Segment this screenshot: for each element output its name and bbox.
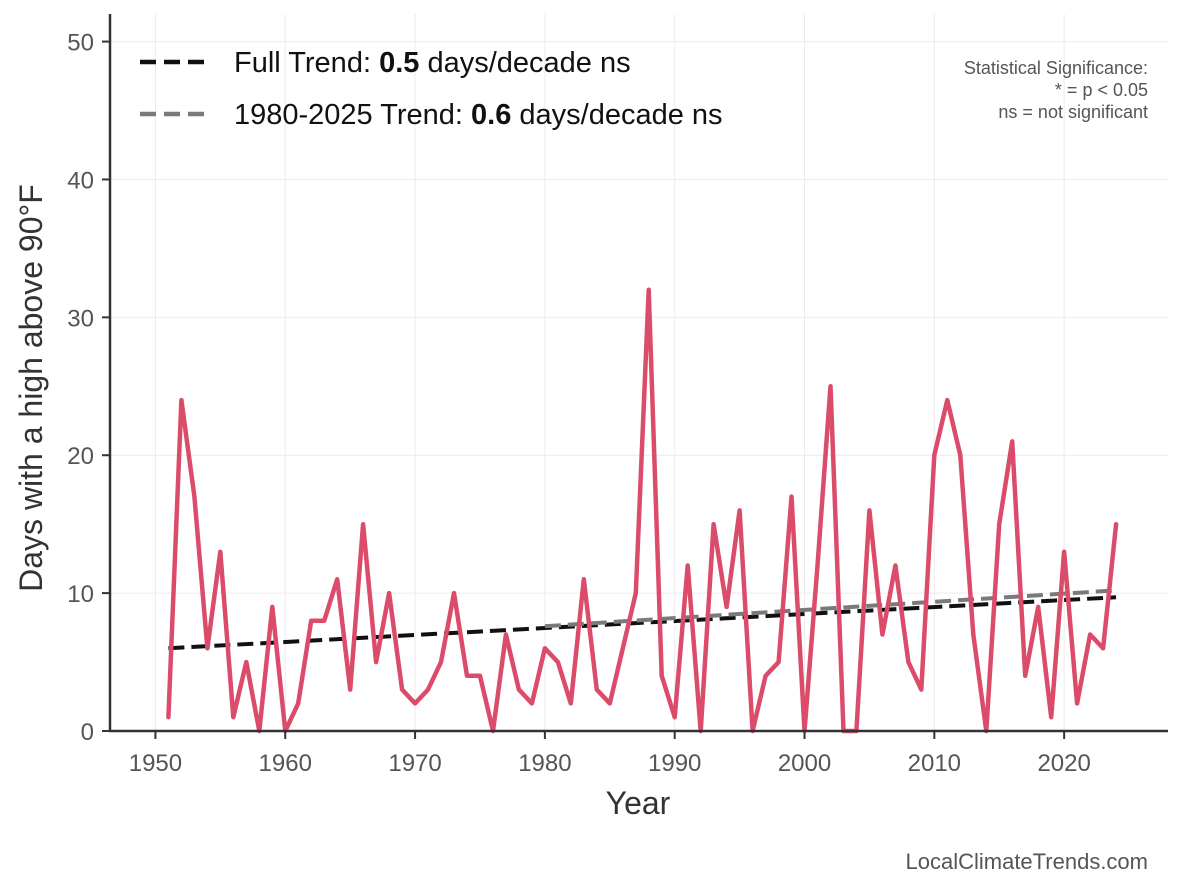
significance-line-2: * = p < 0.05 [1055, 80, 1148, 100]
legend-label-2: 1980-2025 Trend: 0.6 days/decade ns [234, 99, 723, 131]
trend-lines [168, 588, 1117, 651]
x-tick-label: 1950 [129, 750, 182, 777]
y-tick-label: 0 [81, 719, 94, 746]
source-credit: LocalClimateTrends.com [906, 849, 1149, 874]
series-line-1 [166, 287, 1119, 734]
y-tick-label: 50 [67, 30, 94, 57]
significance-note: Statistical Significance:* = p < 0.05ns … [964, 58, 1148, 122]
x-axis-label: Year [606, 785, 671, 821]
x-tick-label: 1990 [648, 750, 701, 777]
significance-line-1: Statistical Significance: [964, 58, 1148, 78]
trend-line-1 [168, 595, 1117, 651]
x-tick-label: 1960 [259, 750, 312, 777]
y-tick-label: 30 [67, 305, 94, 332]
x-tick-label: 1970 [388, 750, 441, 777]
y-tick-label: 10 [67, 581, 94, 608]
significance-line-3: ns = not significant [998, 102, 1148, 122]
y-tick-label: 20 [67, 443, 94, 470]
tick-labels: 1950 1960 1970 1980 1990 2000 2010 2020 0 10 20 30 4… [67, 30, 1091, 777]
legend-label-1: Full Trend: 0.5 days/decade ns [234, 47, 631, 79]
y-tick-label: 40 [67, 167, 94, 194]
legend: Full Trend: 0.5 days/decade ns 1980-2025 … [140, 47, 723, 131]
x-tick-label: 2010 [908, 750, 961, 777]
x-tick-label: 2020 [1037, 750, 1090, 777]
data-series [166, 287, 1119, 734]
grid [110, 14, 1168, 732]
y-axis-label: Days with a high above 90°F [13, 184, 49, 592]
x-tick-label: 1980 [518, 750, 571, 777]
trend-line-2 [544, 588, 1117, 629]
axes [102, 14, 1168, 739]
x-tick-label: 2000 [778, 750, 831, 777]
